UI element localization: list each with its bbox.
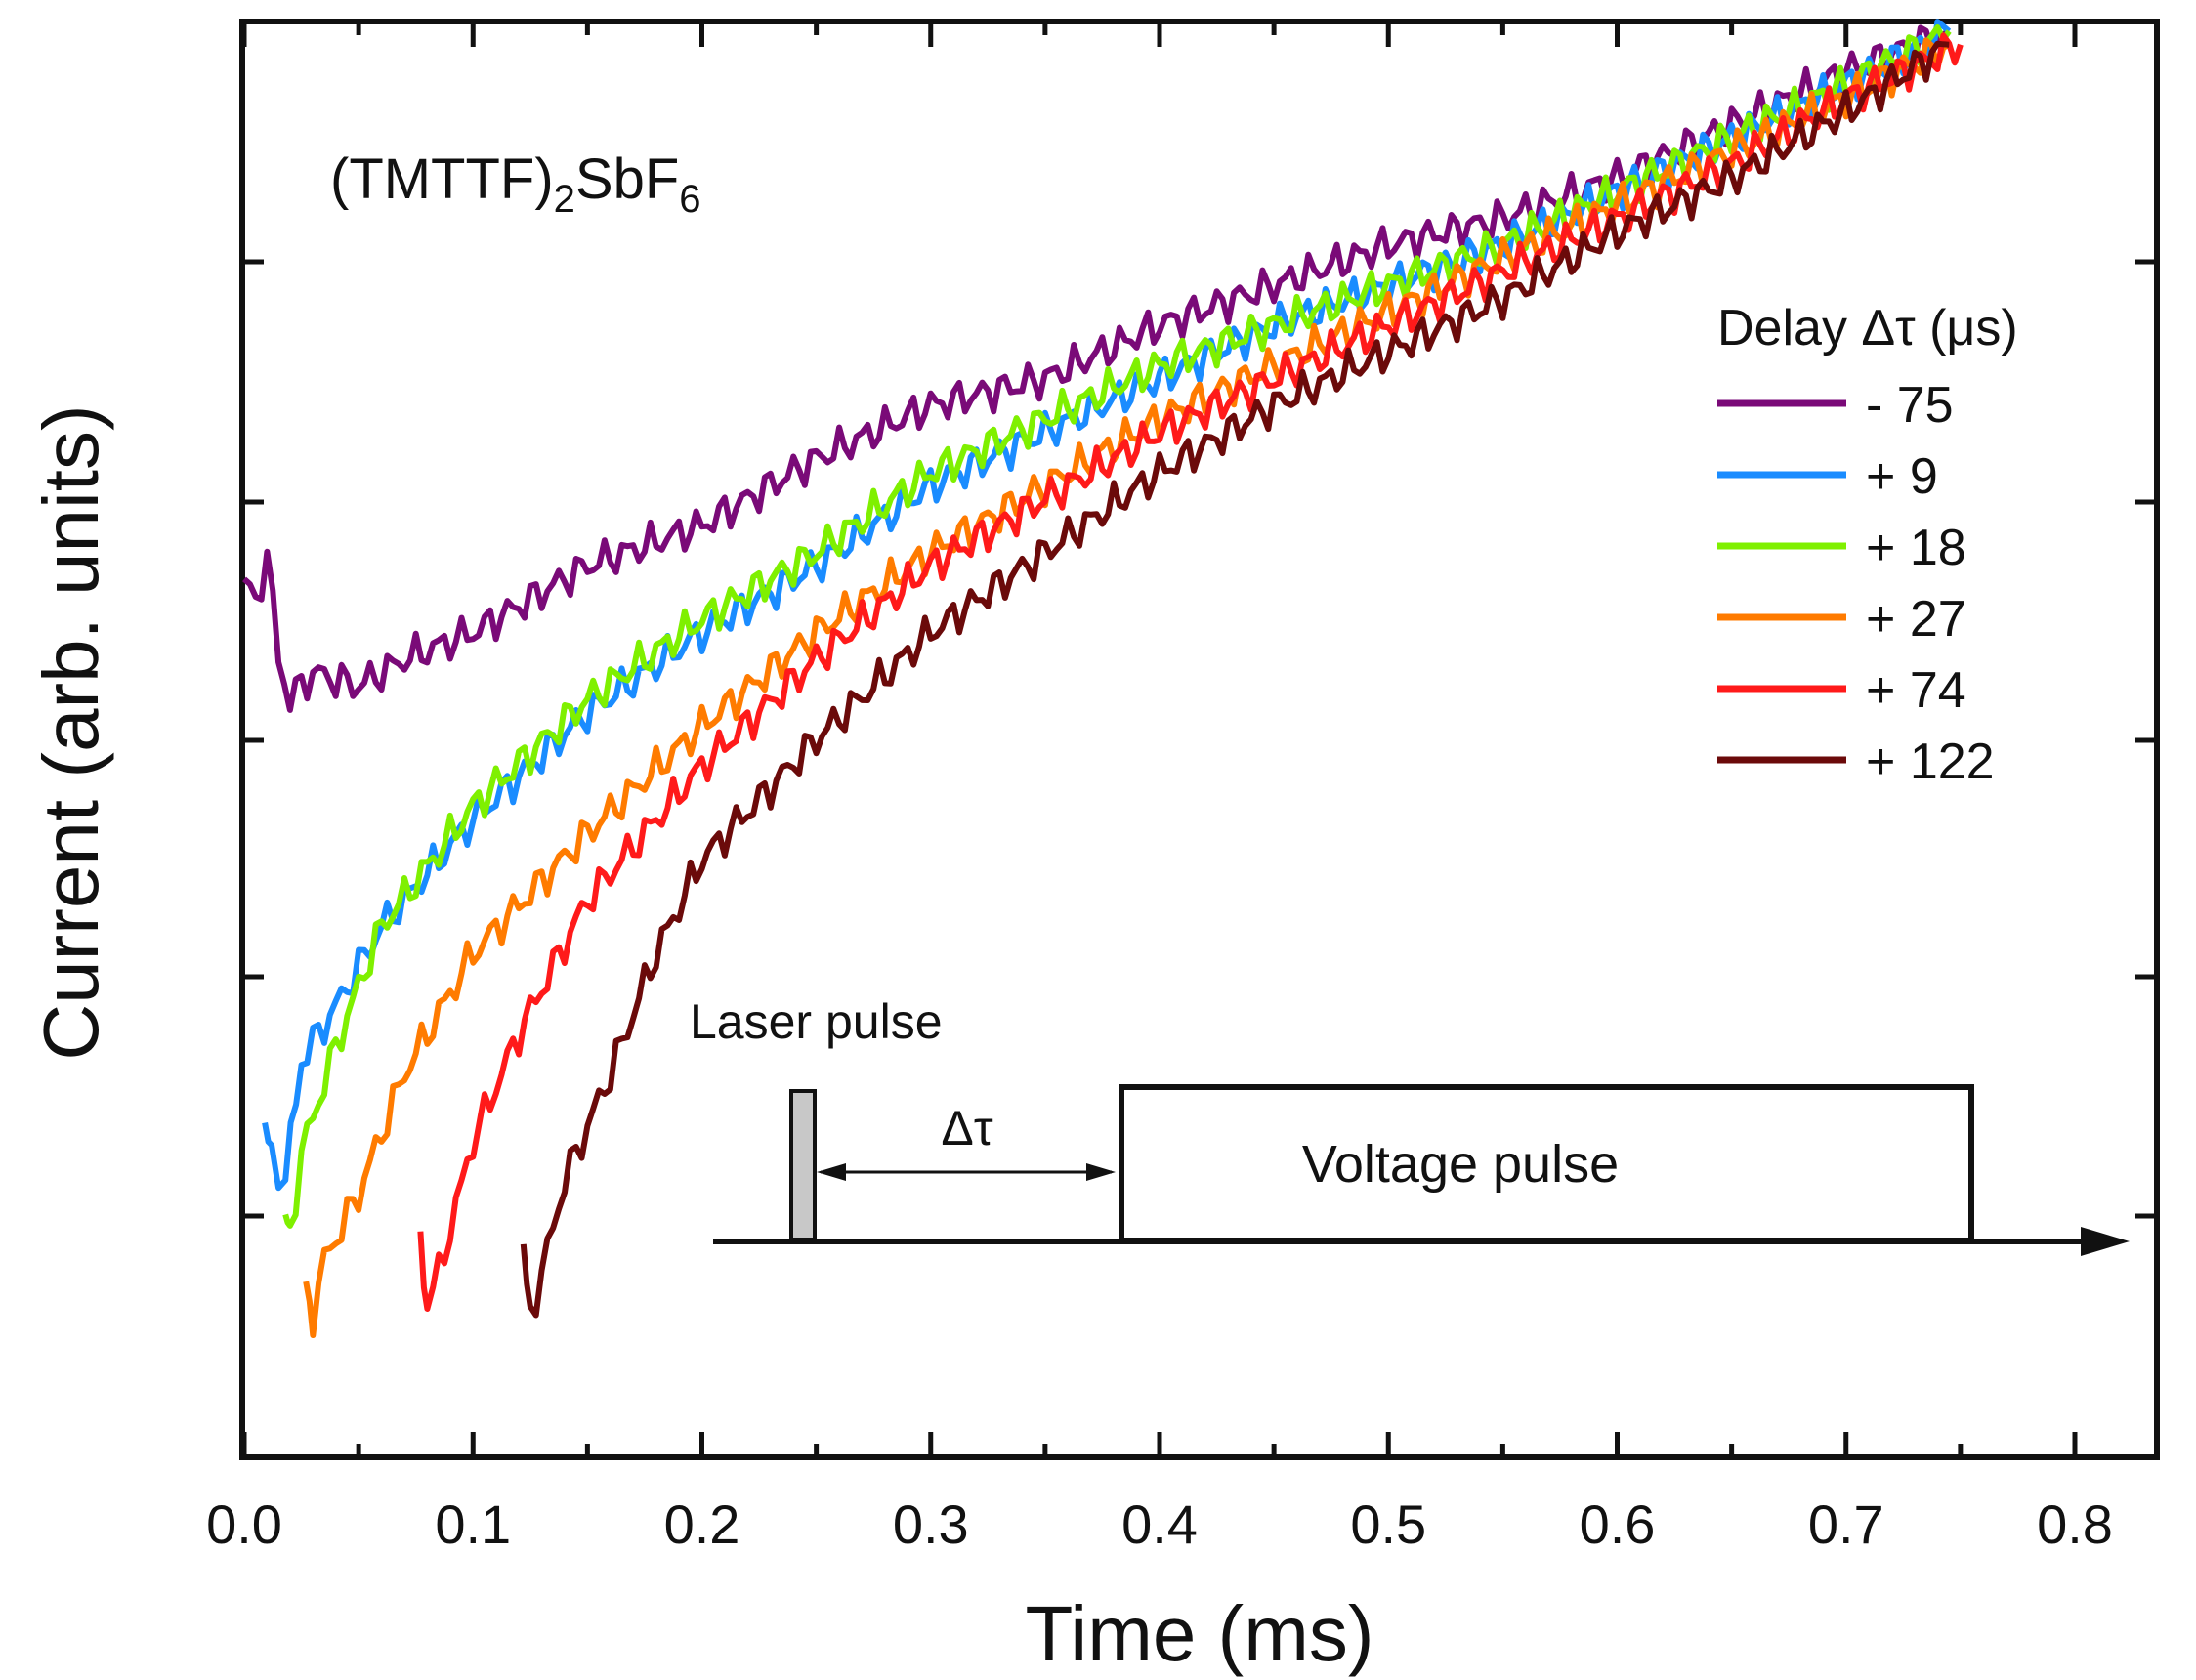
voltage-pulse-label: Voltage pulse: [1302, 1135, 1619, 1194]
legend-label: + 74: [1866, 662, 1966, 719]
x-tick-label: 0.6: [1580, 1493, 1656, 1555]
x-tick-label: 0.4: [1121, 1493, 1198, 1555]
legend-title: Delay Δτ (μs): [1717, 300, 2018, 357]
series-line: [520, 40, 1950, 1319]
x-axis-ticks: 0.0 0.1 0.2 0.3 0.4 0.5 0.6 0.7 0.8: [206, 21, 2113, 1555]
series-line: [303, 37, 1951, 1338]
series-line: [242, 24, 1951, 713]
delay-arrow-left-head: [817, 1163, 846, 1181]
voltage-pulse-box: [1119, 1084, 1974, 1243]
x-tick-label: 0.0: [206, 1493, 282, 1555]
sample-label-main: (TMTTF): [330, 147, 554, 211]
sample-label-sub2: 6: [679, 178, 700, 221]
x-tick-label: 0.7: [1808, 1493, 1884, 1555]
legend-label: + 9: [1866, 448, 1938, 505]
legend: Delay Δτ (μs) - 75 + 9 + 18 + 27 + 74 + 122: [1717, 300, 2018, 790]
series-line: [262, 19, 1952, 1192]
time-arrow-head: [2081, 1227, 2130, 1256]
x-tick-label: 0.5: [1350, 1493, 1426, 1555]
delay-label: Δτ: [941, 1101, 992, 1155]
legend-items: - 75 + 9 + 18 + 27 + 74 + 122: [1717, 377, 1995, 790]
y-axis-label: Current (arb. units): [27, 404, 114, 1060]
sample-label-sub1: 2: [554, 178, 575, 221]
x-tick-label: 0.2: [664, 1493, 740, 1555]
legend-label: - 75: [1866, 377, 1954, 434]
y-axis-ticks: [242, 259, 2157, 1219]
delay-arrow-right-head: [1086, 1163, 1116, 1181]
x-tick-label: 0.3: [893, 1493, 969, 1555]
series-lines: [242, 19, 1964, 1338]
sample-label: (TMTTF)2SbF6: [330, 147, 701, 221]
x-tick-label: 0.1: [435, 1493, 511, 1555]
sample-label-mid: SbF: [575, 147, 679, 211]
series-line: [417, 32, 1964, 1312]
timing-inset: Laser pulse Voltage pulse Δτ: [690, 994, 2130, 1256]
legend-label: + 122: [1866, 734, 1995, 790]
laser-pulse-label: Laser pulse: [690, 994, 943, 1049]
x-tick-label: 0.8: [2037, 1493, 2113, 1555]
legend-label: + 27: [1866, 591, 1966, 648]
laser-pulse-bar: [789, 1089, 817, 1241]
legend-label: + 18: [1866, 520, 1966, 576]
x-axis-label: Time (ms): [1026, 1590, 1374, 1677]
